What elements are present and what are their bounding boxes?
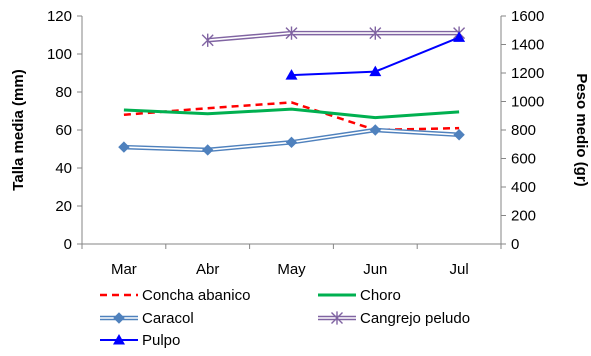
legend-item-cangrejo-peludo: Cangrejo peludo — [318, 310, 470, 327]
data-point-caracol — [453, 129, 465, 141]
series-pulpo — [285, 31, 466, 80]
legend-item-caracol: Caracol — [100, 310, 194, 327]
legend-marker-caracol — [113, 312, 125, 324]
legend-marker-pulpo — [113, 334, 125, 345]
left-tick-label: 40 — [55, 160, 72, 177]
legend-item-pulpo: Pulpo — [100, 332, 180, 349]
right-tick-label: 1000 — [511, 94, 544, 111]
data-point-cangrejo-peludo — [201, 33, 214, 47]
right-tick-label: 0 — [511, 236, 519, 253]
x-tick-label: Mar — [111, 261, 137, 278]
series-choro — [123, 107, 460, 120]
data-point-caracol — [201, 144, 214, 156]
series-line-concha-abanico — [123, 101, 460, 132]
right-tick-label: 600 — [511, 151, 536, 168]
left-tick-label: 60 — [55, 122, 72, 139]
data-point-cangrejo-peludo — [285, 26, 298, 40]
left-tick-label: 20 — [55, 198, 72, 215]
data-point-caracol — [285, 136, 298, 149]
data-point-pulpo — [453, 31, 466, 42]
data-point-cangrejo-peludo — [369, 26, 382, 40]
data-point-pulpo — [285, 69, 298, 80]
legend-label: Concha abanico — [142, 287, 250, 304]
data-point-caracol — [118, 141, 130, 153]
plot-area — [81, 16, 502, 245]
x-tick-label: Abr — [196, 261, 219, 278]
series-concha-abanico — [123, 101, 460, 132]
series-line-cangrejo-peludo-inner — [207, 32, 460, 41]
legend-label: Caracol — [142, 310, 194, 327]
series-layer — [118, 26, 466, 156]
legend-item-choro: Choro — [318, 287, 401, 304]
left-tick-label: 120 — [47, 8, 72, 25]
right-tick-label: 400 — [511, 179, 536, 196]
series-caracol — [118, 124, 465, 156]
x-tick-label: Jun — [363, 261, 387, 278]
series-line-choro — [123, 107, 460, 120]
legend-marker-cangrejo-peludo — [331, 311, 343, 325]
legend-label: Cangrejo peludo — [360, 310, 470, 327]
legend: Concha abanico Choro Caracol Cangrejo pelud… — [100, 287, 470, 349]
left-y-ticks: 0 20 40 60 80 100 120 — [47, 8, 82, 253]
series-cangrejo-peludo — [201, 26, 466, 47]
right-y-ticks: 0 200 400 600 800 1000 1200 1400 1600 — [501, 8, 544, 253]
legend-item-concha-abanico: Concha abanico — [100, 287, 250, 304]
x-tick-label: Jul — [450, 261, 469, 278]
right-tick-label: 1600 — [511, 8, 544, 25]
legend-label: Choro — [360, 287, 401, 304]
right-tick-label: 800 — [511, 122, 536, 139]
data-point-pulpo — [369, 65, 382, 77]
left-tick-label: 80 — [55, 84, 72, 101]
right-tick-label: 200 — [511, 208, 536, 225]
legend-label: Pulpo — [142, 332, 180, 349]
left-axis-title: Talla media (mm) — [10, 69, 27, 190]
data-point-caracol — [369, 124, 382, 136]
left-tick-label: 0 — [64, 236, 72, 253]
right-tick-label: 1200 — [511, 65, 544, 82]
left-tick-label: 100 — [47, 46, 72, 63]
right-axis-title: Peso medio (gr) — [573, 73, 590, 186]
x-ticks: Mar Abr May Jun Jul — [81, 244, 502, 278]
x-tick-label: May — [277, 261, 306, 278]
right-tick-label: 1400 — [511, 37, 544, 54]
